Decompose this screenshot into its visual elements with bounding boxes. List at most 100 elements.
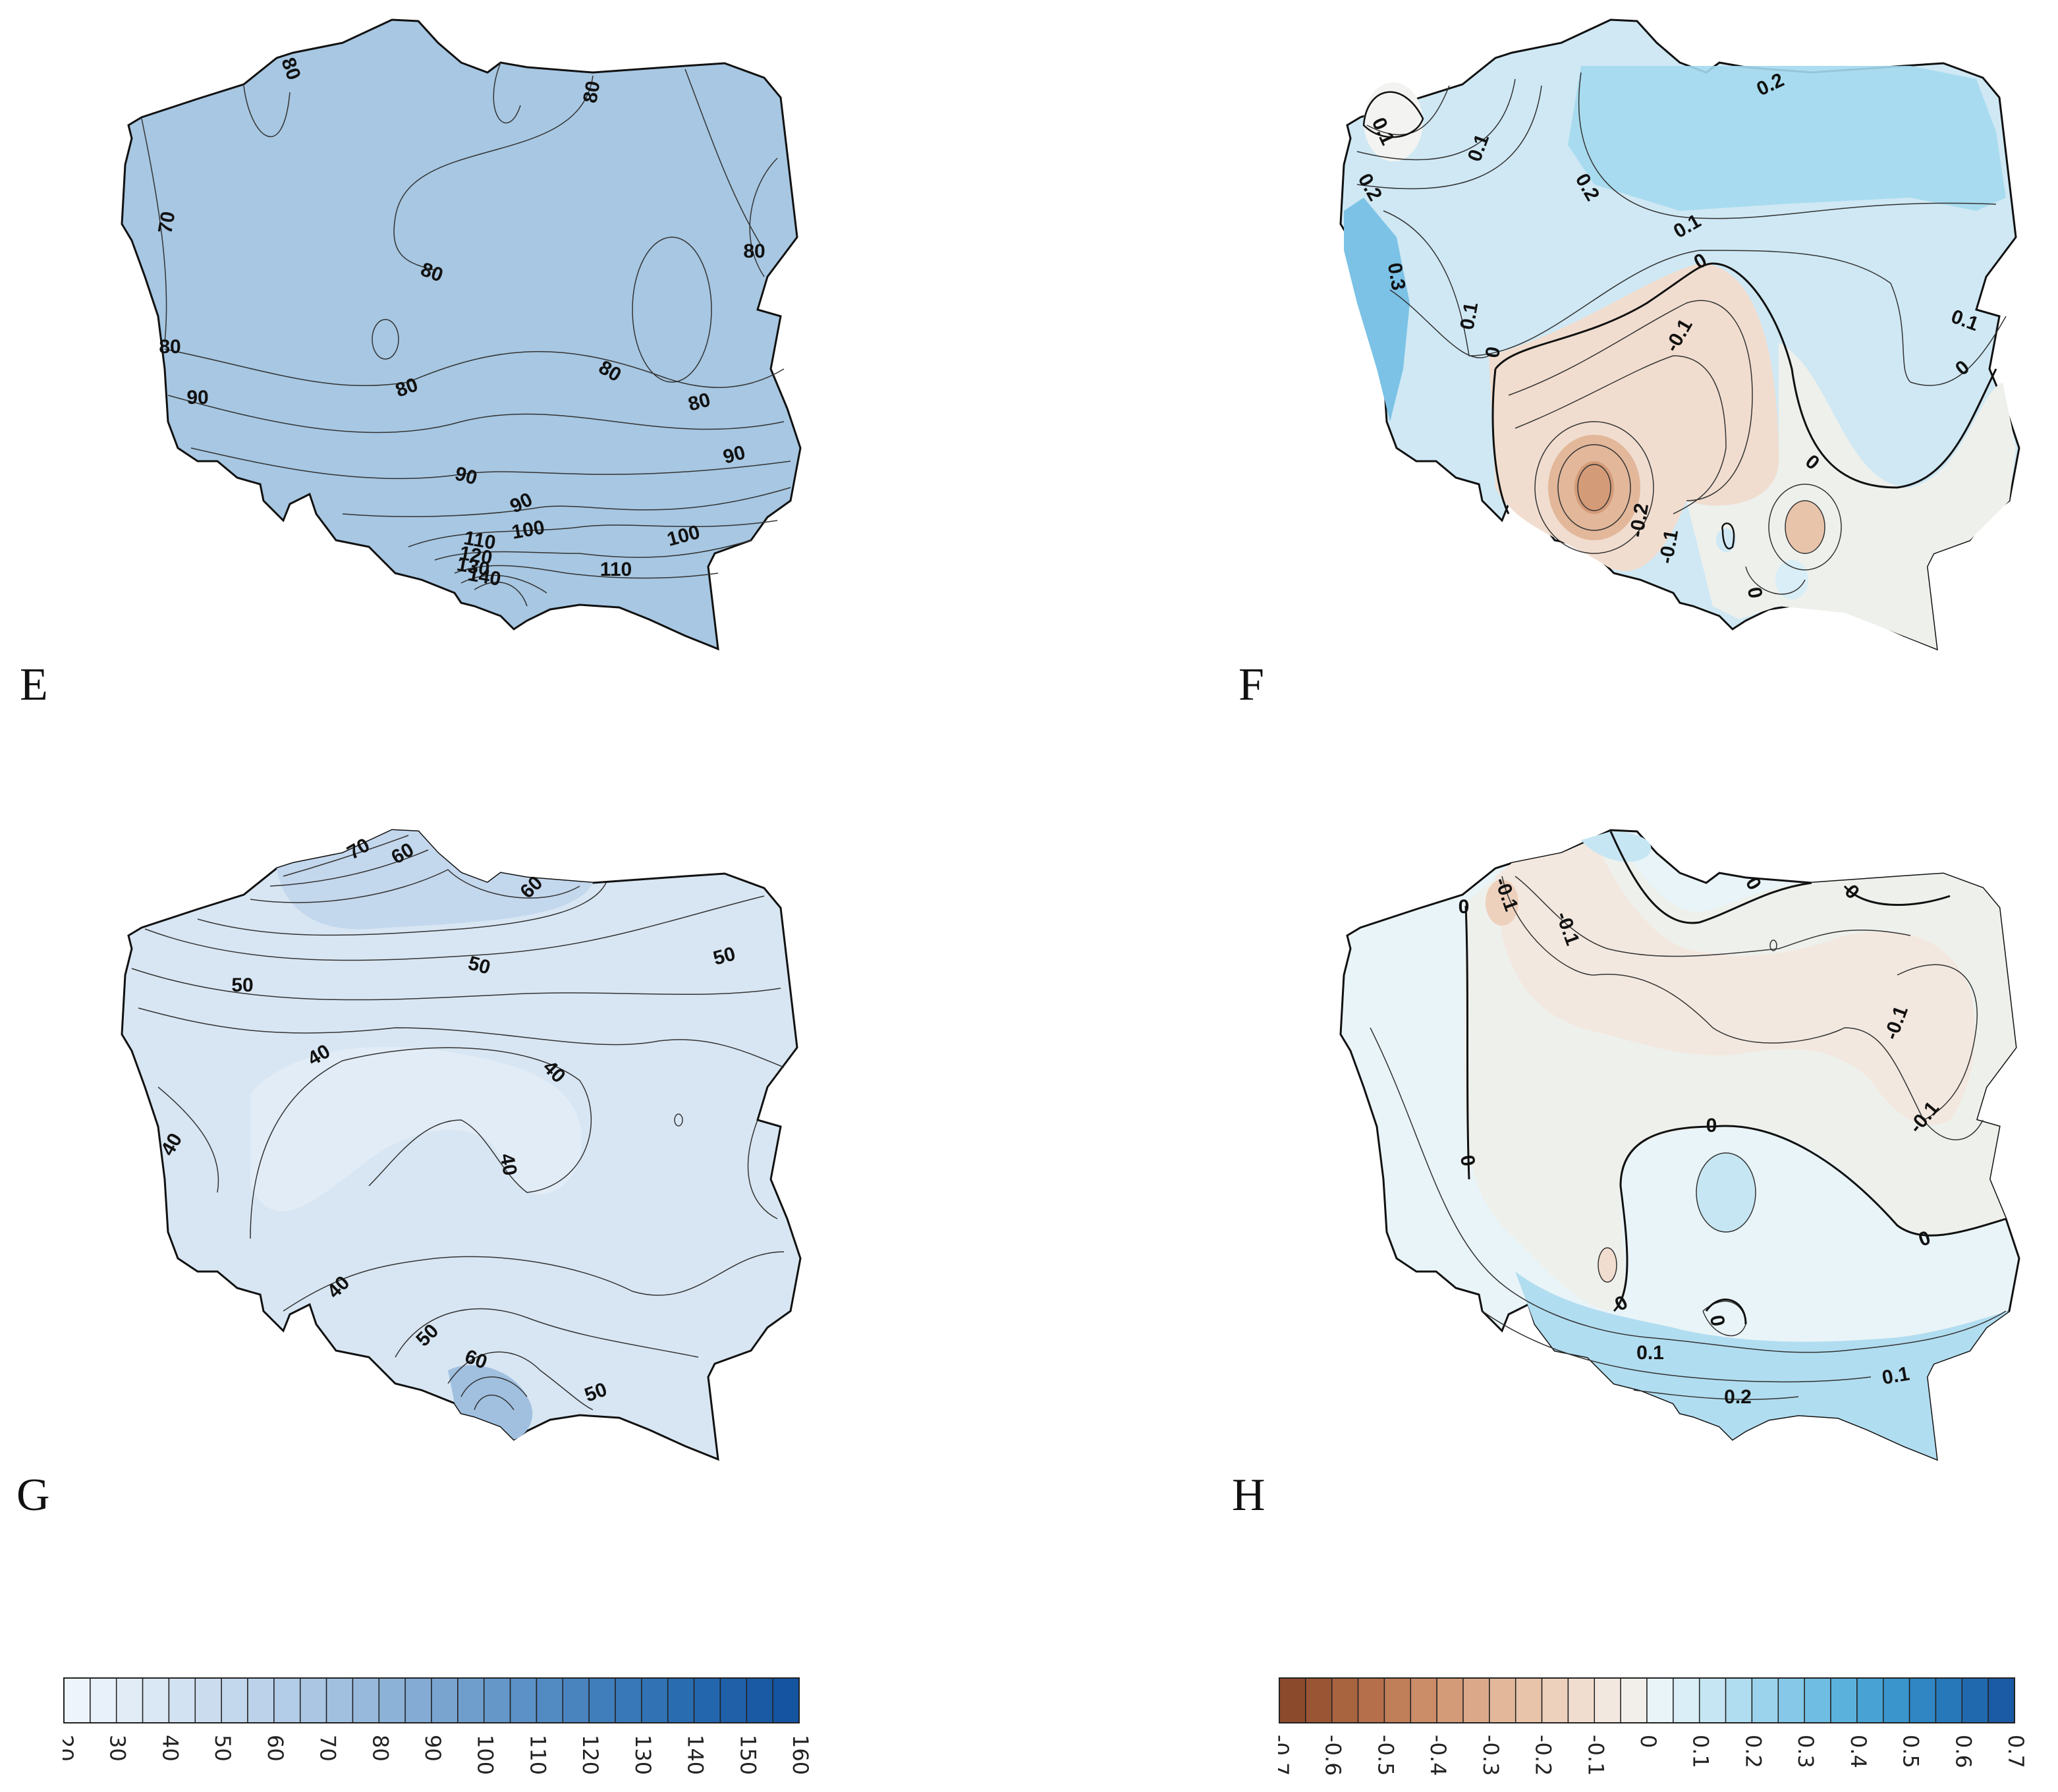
colorbar-absolute: 20 30 40 50 60 70 80 90 100 110 120 130 140 150 160 bbox=[53, 1677, 813, 1775]
high-zone-south-g bbox=[448, 1365, 533, 1440]
high-zone-north-g bbox=[277, 830, 593, 930]
colorbar-cell bbox=[1961, 1677, 1989, 1723]
colorbar-tick-label: 70 bbox=[316, 1735, 341, 1762]
colorbar-tick-label: -0.7 bbox=[1278, 1735, 1293, 1776]
colorbar-tick-label: -0.6 bbox=[1321, 1735, 1346, 1776]
colorbar-cell bbox=[1462, 1677, 1490, 1723]
contour-label-f-8: 0.1 bbox=[1457, 300, 1483, 331]
colorbar-tick-label: -0.1 bbox=[1583, 1735, 1608, 1776]
colorbar-cell bbox=[194, 1677, 222, 1723]
contour-label-e-19: 110 bbox=[600, 559, 632, 580]
colorbar-cell bbox=[1751, 1677, 1779, 1723]
colorbar-cell bbox=[536, 1677, 564, 1723]
colorbar-cell bbox=[431, 1677, 459, 1723]
colorbar-outline bbox=[63, 1677, 800, 1723]
colorbar-tick-label: -0.2 bbox=[1531, 1735, 1556, 1776]
colorbar-cell bbox=[1935, 1677, 1963, 1723]
colorbar-tick-label: 140 bbox=[683, 1735, 708, 1775]
colorbar-cell bbox=[1830, 1677, 1858, 1723]
contour-label-h-14: 0.2 bbox=[1724, 1386, 1752, 1408]
colorbar-cell bbox=[693, 1677, 721, 1723]
colorbar-cell bbox=[509, 1677, 538, 1723]
colorbar-cell bbox=[1725, 1677, 1753, 1723]
colorbar-cell bbox=[1988, 1677, 2015, 1723]
colorbar-tick-label: 150 bbox=[735, 1735, 760, 1775]
colorbar-cell bbox=[562, 1677, 590, 1723]
colorbar-difference: -0.7 -0.6 -0.5 -0.4 -0.3 -0.2 -0.1 0 0.1 0.2 0.3 0.… bbox=[1268, 1677, 2028, 1776]
colorbar-tick-label: 30 bbox=[105, 1735, 130, 1762]
panel-letter-h: H bbox=[1232, 1470, 1265, 1521]
colorbar-cell bbox=[63, 1677, 91, 1723]
positive-zone-south-h bbox=[1515, 1272, 2009, 1459]
colorbar-cell bbox=[483, 1677, 511, 1723]
colorbar-cell bbox=[1279, 1677, 1306, 1723]
colorbar-tick-label: 120 bbox=[578, 1735, 603, 1775]
colorbar-cell bbox=[588, 1677, 616, 1723]
legend-absolute: 20 30 40 50 60 70 80 90 100 110 120 130 140 150 160 bbox=[53, 1677, 814, 1792]
colorbar-cell bbox=[746, 1677, 773, 1723]
colorbar-tick-label: -0.3 bbox=[1478, 1735, 1503, 1776]
poland-outline-e bbox=[121, 18, 802, 651]
colorbar-cell bbox=[1331, 1677, 1359, 1723]
contour-label-g-9: 40 bbox=[495, 1152, 520, 1177]
contour-label-f-10: 0 bbox=[1482, 345, 1505, 360]
contour-label-h-11: 0 bbox=[1706, 1314, 1729, 1328]
contour-label-h-8: 0 bbox=[1456, 1154, 1479, 1168]
colorbar-cell bbox=[1515, 1677, 1543, 1723]
panel-letter-g: G bbox=[16, 1470, 50, 1521]
contour-label-g-3: 50 bbox=[231, 974, 253, 996]
panel-letter-f: F bbox=[1238, 659, 1264, 710]
contour-label-e-2: 70 bbox=[154, 210, 179, 235]
colorbar-cell bbox=[1357, 1677, 1385, 1723]
panel-letter-e: E bbox=[20, 659, 48, 710]
colorbar-cell bbox=[168, 1677, 196, 1723]
colorbar-cell bbox=[1882, 1677, 1910, 1723]
colorbar-cell bbox=[641, 1677, 669, 1723]
map-f: 0.1 0.10.20.2 0.20.100.30.1 0.10 -0.100-0.2-… bbox=[1339, 18, 2020, 651]
colorbar-tick-label: 0.4 bbox=[1846, 1735, 1871, 1768]
colorbar-cell bbox=[1567, 1677, 1596, 1723]
colorbar-cell bbox=[1856, 1677, 1884, 1723]
contour-lines-g bbox=[131, 835, 785, 1411]
contour-label-f-16: 0 bbox=[1743, 586, 1766, 600]
contour-label-e-4: 80 bbox=[743, 240, 765, 262]
map-panel-g: 70 60 60 50 50 50 40 40 40 40 40 50 60 50 bbox=[0, 810, 817, 1469]
map-panel-h: 0 -0.1 -0.1 0 0 -0.1 -0.1 0 0 0 0 0 0.1 0.1 0.2 bbox=[1219, 810, 2036, 1469]
map-panel-f: 0.1 0.1 0.2 0.2 0.2 0.1 0 0.3 0.1 0.1 0 -0.1 0 0 -0.2-… bbox=[1219, 0, 2036, 659]
colorbar-tick-label: -0.5 bbox=[1373, 1735, 1398, 1776]
colorbar-cell bbox=[1673, 1677, 1700, 1723]
contour-label-e-9: 90 bbox=[186, 387, 208, 408]
neutral-zone-se-f bbox=[1686, 343, 2016, 649]
colorbar-cell bbox=[273, 1677, 301, 1723]
colorbar-cell bbox=[1436, 1677, 1464, 1723]
negative-zone-north-h bbox=[1495, 840, 1976, 1125]
positive-zone-west-f bbox=[1344, 198, 1410, 422]
colorbar-cell bbox=[457, 1677, 485, 1723]
colorbar-cell bbox=[325, 1677, 354, 1723]
colorbar-cell bbox=[378, 1677, 406, 1723]
colorbar-tick-label: 0.7 bbox=[2003, 1735, 2028, 1768]
colorbar-cell bbox=[1620, 1677, 1648, 1723]
colorbar-cell bbox=[90, 1677, 117, 1723]
contour-label-f-7: 0.3 bbox=[1383, 261, 1410, 292]
colorbar-cell bbox=[1410, 1677, 1437, 1723]
colorbar-tick-label: 100 bbox=[473, 1735, 498, 1775]
zero-lines-h bbox=[1464, 831, 2007, 1325]
colorbar-cell bbox=[1594, 1677, 1621, 1723]
negative-contours-f bbox=[1508, 300, 1842, 595]
colorbar-tick-label: 60 bbox=[263, 1735, 288, 1762]
colorbar-cell bbox=[115, 1677, 144, 1723]
low-zone-center-g bbox=[250, 1046, 582, 1212]
colorbar-tick-label: -0.4 bbox=[1426, 1735, 1451, 1776]
colorbar-cell bbox=[667, 1677, 695, 1723]
colorbar-tick-label: 0.5 bbox=[1899, 1735, 1924, 1768]
colorbar-tick-label: 0.3 bbox=[1793, 1735, 1818, 1768]
colorbar-cell bbox=[142, 1677, 170, 1723]
colorbar-cell bbox=[1804, 1677, 1831, 1723]
colorbar-tick-label: 130 bbox=[630, 1735, 655, 1775]
colorbar-tick-label: 80 bbox=[368, 1735, 393, 1762]
colorbar-cell bbox=[247, 1677, 275, 1723]
colorbar-cell bbox=[615, 1677, 642, 1723]
